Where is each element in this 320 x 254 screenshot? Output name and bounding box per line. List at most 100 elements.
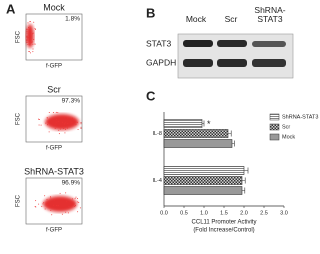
dot	[56, 119, 58, 121]
dot	[76, 198, 78, 200]
dot	[28, 31, 30, 33]
dot	[55, 204, 57, 206]
dot	[26, 40, 28, 42]
y-axis-label: FSC	[16, 30, 22, 43]
dot	[80, 127, 82, 129]
band	[183, 40, 213, 47]
dot	[27, 44, 29, 46]
dot	[54, 199, 56, 201]
plot-percent: 97.3%	[62, 98, 81, 105]
y-axis-label: FSC	[16, 194, 22, 207]
dot	[46, 204, 48, 206]
dot	[54, 127, 56, 129]
dot	[61, 213, 63, 215]
dot	[57, 112, 59, 114]
dot	[80, 122, 82, 124]
legend-label: ShRNA-STAT3	[282, 114, 318, 120]
error-bar	[228, 130, 232, 137]
dot	[64, 122, 66, 124]
dot	[43, 202, 45, 204]
dot	[48, 131, 50, 133]
band	[252, 41, 286, 47]
dot	[64, 132, 66, 134]
dot	[26, 41, 28, 43]
dot	[27, 37, 29, 39]
bar	[163, 186, 243, 195]
plot-title: Scr	[47, 84, 61, 94]
plot-title: ShRNA-STAT3	[24, 166, 84, 176]
dot	[37, 118, 39, 120]
dot	[59, 192, 61, 194]
dot	[28, 27, 30, 29]
dot	[26, 28, 28, 30]
dot	[38, 203, 40, 205]
legend-pattern	[270, 114, 279, 120]
dot	[26, 35, 28, 37]
lane-label: Scr	[224, 14, 238, 24]
dot	[67, 212, 69, 214]
dot	[59, 128, 61, 130]
dot	[71, 122, 73, 124]
dot	[65, 211, 67, 213]
band	[217, 40, 247, 47]
dot	[28, 51, 30, 53]
dot	[78, 201, 80, 203]
plot-title: Mock	[43, 2, 65, 12]
dot	[26, 30, 28, 32]
dot	[52, 112, 54, 114]
bar	[163, 176, 243, 185]
dot	[26, 37, 28, 39]
dot	[65, 192, 67, 194]
dot	[77, 201, 79, 203]
y-tick-label: IL-4	[153, 178, 162, 184]
bar	[163, 129, 229, 138]
dot	[26, 39, 28, 41]
dot	[33, 21, 35, 23]
x-axis-label: f-GFP	[46, 228, 62, 234]
dot	[28, 29, 30, 31]
dot	[44, 208, 46, 210]
x-tick-label: 2.5	[260, 210, 268, 216]
dot	[50, 209, 52, 211]
panel-label: A	[6, 1, 16, 16]
dot	[32, 32, 34, 34]
dot	[54, 123, 56, 125]
plot-frame	[25, 13, 83, 61]
dot	[34, 28, 36, 30]
dot	[75, 196, 77, 198]
dot	[50, 197, 52, 199]
y-tick-label: IL-8	[153, 131, 162, 137]
lane-label: Mock	[185, 14, 207, 24]
dot	[63, 127, 65, 129]
dot	[61, 121, 63, 123]
y-axis-label: FSC	[16, 112, 22, 125]
plot-percent: 1.8%	[65, 16, 80, 23]
bar	[163, 139, 233, 148]
dot	[80, 126, 82, 128]
legend-label: Mock	[282, 134, 295, 140]
x-tick-label: 3.0	[280, 210, 288, 216]
dot	[45, 122, 47, 124]
x-axis-label: f-GFP	[46, 64, 62, 70]
dot	[80, 123, 82, 125]
x-tick-label: 0.0	[160, 210, 168, 216]
dot	[44, 195, 46, 197]
dot	[57, 205, 59, 207]
dot	[67, 123, 69, 125]
x-axis-label: f-GFP	[46, 146, 62, 152]
x-tick-label: 1.5	[220, 210, 228, 216]
dot	[55, 111, 57, 113]
bar	[163, 119, 203, 128]
dot	[63, 117, 65, 119]
dot	[66, 117, 68, 119]
dot	[71, 117, 73, 119]
dot	[33, 38, 35, 40]
x-tick-label: 2.0	[240, 210, 248, 216]
dot	[75, 124, 77, 126]
dot	[74, 205, 76, 207]
dot	[71, 198, 73, 200]
x-tick-label: 0.5	[180, 210, 188, 216]
dot	[27, 22, 29, 24]
dot	[50, 196, 52, 198]
dot	[55, 121, 57, 123]
